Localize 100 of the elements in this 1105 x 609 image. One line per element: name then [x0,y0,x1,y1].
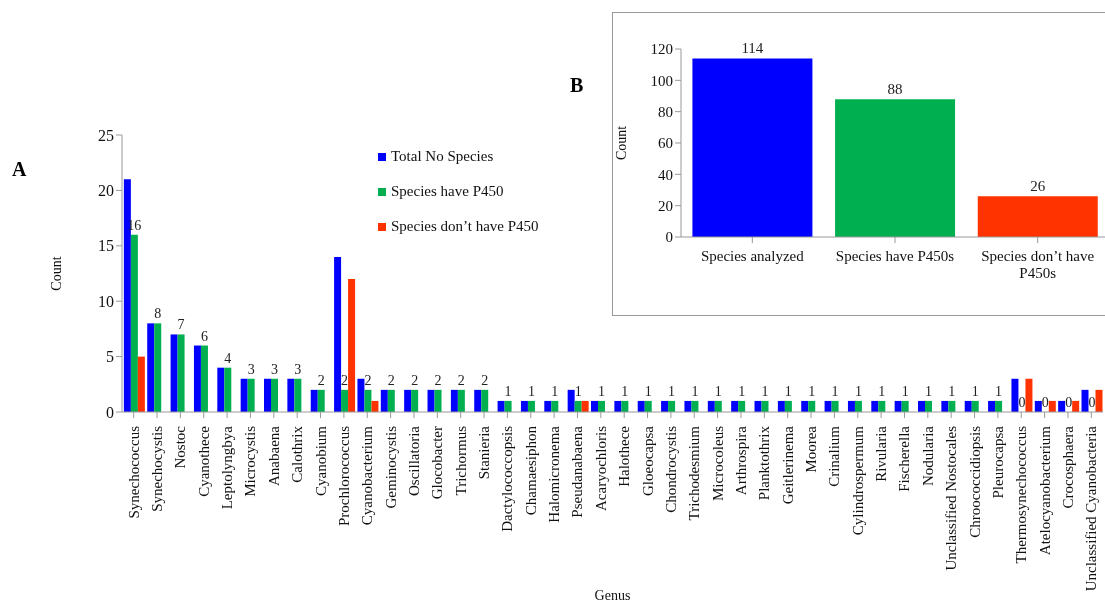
bar [754,400,762,412]
x-tick-label: Microcoleus [709,425,726,501]
y-tick-label: 120 [650,41,673,58]
data-label: 2 [317,372,325,388]
x-tick-label: Acaryochloris [592,425,609,511]
x-axis-title: Genus [594,588,631,603]
bar [831,400,839,412]
x-tick-label: Stanieria [476,425,493,480]
x-tick-label: Atelocyanobacterium [1036,425,1053,556]
bar [411,389,419,412]
bar [427,389,435,412]
x-tick-label: Synechocystis [149,425,166,512]
x-tick-label: Leptolyngbya [219,425,236,510]
bar [1034,400,1042,412]
bar [1058,400,1066,412]
bar [310,389,318,412]
bar [317,389,325,412]
bar [334,256,342,412]
bar [154,323,162,412]
data-label: 2 [434,372,442,388]
bar [621,400,629,412]
bar [738,400,746,412]
bar [481,389,489,412]
bar [964,400,972,412]
x-tick-label: Glocobacter [429,426,446,500]
data-label: 0 [1088,395,1096,410]
bar [598,400,606,412]
data-label: 1 [714,383,722,399]
y-tick-label: 15 [98,237,114,255]
bar [925,400,933,412]
x-tick-label: Crocosphaera [1059,425,1076,509]
bar [567,389,575,412]
bar [497,400,505,412]
bar [581,400,589,412]
x-tick-label: Nostoc [172,425,189,469]
data-label: 1 [574,383,582,399]
data-label: 1 [644,383,652,399]
bar [894,400,902,412]
data-label: 0 [1041,395,1049,410]
data-label: 2 [457,372,465,388]
bar [637,400,645,412]
bar [371,400,379,412]
bar [474,389,482,412]
data-label: 1 [901,383,909,399]
x-tick-label: Cyanobacterium [359,425,376,526]
bar [224,367,232,412]
bar [200,345,208,412]
y-tick-label: 20 [658,197,673,214]
x-tick-label: Trichodesmium [686,425,703,521]
bar [644,400,652,412]
bar [761,400,769,412]
bar [591,400,599,412]
bar [294,378,302,412]
x-tick-label: Geitlerinema [779,425,796,505]
data-label: 114 [741,40,764,57]
bar [691,400,699,412]
x-tick-label: Halothece [616,425,633,487]
bar [364,389,372,412]
x-tick-label: Halomicronema [546,425,563,523]
bar [854,400,862,412]
bar [434,389,442,412]
x-tick-label: Gloeocapsa [639,425,656,496]
data-label: 7 [177,317,185,333]
x-tick-label: Moorea [803,425,820,473]
data-label: 3 [294,361,302,377]
bar [835,99,956,237]
bar [692,58,813,237]
x-tick-label: Crinalium [826,425,843,487]
x-tick-label: Chamaesiphon [522,425,539,516]
bar [1048,400,1056,412]
x-tick-label: Species don’t have P450s [981,248,1095,281]
x-tick-label: Geminocystis [382,425,399,509]
x-tick-label: Nodularia [919,425,936,486]
bar [357,378,365,412]
bar [177,334,185,412]
bar [707,400,715,412]
x-tick-label: Oscillatoria [405,425,422,496]
text: A [12,158,27,181]
bar [901,400,909,412]
x-tick-label: Pseudanabaena [569,425,586,518]
bar [614,400,622,412]
bar [971,400,979,412]
bar [450,389,458,412]
y-axis-title: Count [613,125,629,161]
y-tick-label: 5 [106,348,114,366]
x-tick-label: Rivularia [873,425,890,482]
x-tick-label: Anabaena [265,425,282,486]
y-tick-label: 10 [98,292,114,310]
bar [948,400,956,412]
data-label: 26 [1030,178,1046,195]
bar [668,400,676,412]
bar [988,400,996,412]
data-label: 1 [691,383,699,399]
bar [1095,389,1103,412]
bar [714,400,722,412]
data-label: 1 [551,383,559,399]
data-label: 1 [784,383,792,399]
y-tick-label: 100 [650,72,673,89]
bar [784,400,792,412]
data-label: 2 [341,372,349,388]
